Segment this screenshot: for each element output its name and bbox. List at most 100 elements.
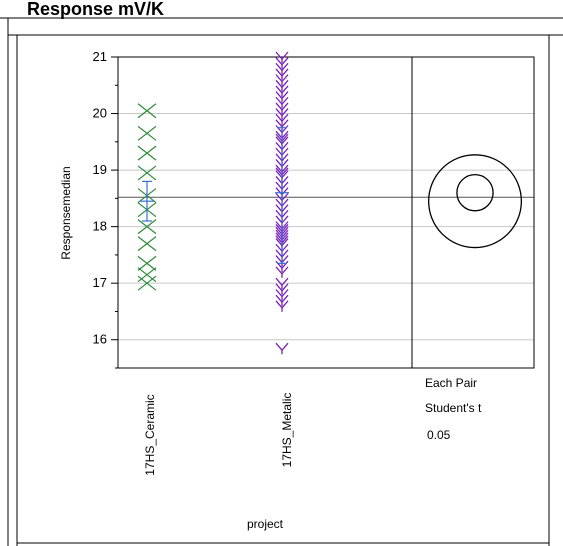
- y-tick-label: 16: [93, 332, 107, 347]
- comparison-label-alpha: 0.05: [427, 428, 451, 442]
- v-stroke: [281, 113, 289, 122]
- v-stroke: [275, 224, 283, 232]
- v-stroke: [281, 204, 289, 213]
- v-stroke: [275, 133, 283, 142]
- v-stroke: [275, 102, 283, 111]
- data-point-x: [137, 145, 157, 161]
- x-stroke: [137, 145, 157, 161]
- data-point-x: [137, 275, 157, 291]
- v-stroke: [275, 74, 283, 83]
- data-point-v: [275, 85, 289, 97]
- v-stroke: [275, 79, 283, 88]
- v-stroke: [281, 147, 289, 156]
- v-stroke: [281, 167, 289, 176]
- v-stroke: [275, 96, 283, 105]
- data-point-x: [137, 125, 157, 141]
- data-point-v: [275, 68, 289, 80]
- report-frame: [0, 17, 563, 546]
- v-stroke: [275, 277, 283, 286]
- y-tick-label: 20: [93, 106, 107, 121]
- data-point-v: [275, 96, 289, 109]
- comparison-label-test: Student's t: [425, 401, 482, 415]
- v-stroke: [275, 249, 283, 258]
- data-point-v: [275, 342, 289, 355]
- v-stroke: [281, 294, 289, 303]
- v-stroke: [275, 170, 283, 179]
- v-stroke: [275, 294, 283, 303]
- data-point-v: [275, 51, 289, 63]
- v-stroke: [281, 283, 289, 292]
- comparison-circles: [427, 154, 523, 249]
- v-stroke: [281, 289, 289, 297]
- plot-frame: [117, 56, 535, 369]
- v-stroke: [281, 91, 289, 100]
- v-stroke: [281, 108, 289, 116]
- x-stroke: [137, 267, 157, 283]
- v-stroke: [281, 102, 289, 111]
- data-point-x: [137, 165, 157, 181]
- v-stroke: [275, 255, 283, 263]
- data-point-v: [275, 108, 289, 120]
- v-stroke: [275, 342, 283, 351]
- y-tick-label: 21: [93, 49, 107, 64]
- x-tick-label-ceramic: 17HS_Ceramic: [143, 394, 157, 475]
- v-stroke: [281, 133, 289, 142]
- data-point-v: [275, 79, 289, 92]
- x-stroke: [137, 255, 157, 271]
- comparison-circle: [427, 154, 523, 249]
- x-stroke: [137, 236, 157, 252]
- v-stroke: [281, 130, 289, 139]
- x-tick-label-metalic: 17HS_Metalic: [280, 393, 294, 468]
- v-stroke: [281, 57, 289, 66]
- v-stroke: [281, 224, 289, 232]
- v-stroke: [275, 243, 283, 252]
- data-point-v: [275, 74, 289, 86]
- data-point-v: [275, 57, 289, 69]
- v-stroke: [275, 51, 283, 60]
- x-stroke: [137, 103, 157, 119]
- v-stroke: [281, 255, 289, 263]
- v-stroke: [281, 125, 289, 133]
- v-stroke: [281, 164, 289, 173]
- v-stroke: [281, 175, 289, 184]
- data-point-v: [275, 289, 289, 301]
- v-stroke: [281, 235, 289, 244]
- v-stroke: [275, 153, 283, 162]
- v-stroke: [275, 289, 283, 297]
- data-point-v: [275, 91, 289, 103]
- y-tick-label: 18: [93, 219, 107, 234]
- data-points: [137, 51, 289, 355]
- data-point-v: [275, 266, 289, 278]
- v-stroke: [275, 215, 283, 224]
- v-stroke: [281, 142, 289, 150]
- report-header: Response mV/K: [0, 0, 563, 19]
- v-stroke: [275, 167, 283, 176]
- v-stroke: [275, 226, 283, 235]
- v-stroke: [275, 204, 283, 213]
- v-stroke: [281, 215, 289, 224]
- v-stroke: [281, 229, 289, 238]
- v-stroke: [275, 142, 283, 150]
- v-stroke: [281, 51, 289, 60]
- v-stroke: [275, 147, 283, 156]
- v-stroke: [275, 235, 283, 244]
- v-stroke: [281, 119, 289, 128]
- v-stroke: [275, 136, 283, 145]
- v-stroke: [281, 68, 289, 77]
- data-point-v: [275, 300, 289, 312]
- v-stroke: [275, 108, 283, 116]
- v-stroke: [275, 300, 283, 309]
- data-point-v: [275, 294, 289, 307]
- data-point-x: [137, 236, 157, 252]
- v-stroke: [281, 198, 289, 207]
- v-stroke: [275, 130, 283, 139]
- data-point-x: [137, 103, 157, 119]
- x-stroke: [137, 219, 157, 235]
- v-stroke: [275, 91, 283, 100]
- v-stroke: [281, 74, 289, 83]
- v-stroke: [281, 136, 289, 145]
- report-title: Response mV/K: [27, 0, 165, 19]
- v-stroke: [281, 342, 289, 351]
- v-stroke: [275, 198, 283, 207]
- v-stroke: [281, 187, 289, 196]
